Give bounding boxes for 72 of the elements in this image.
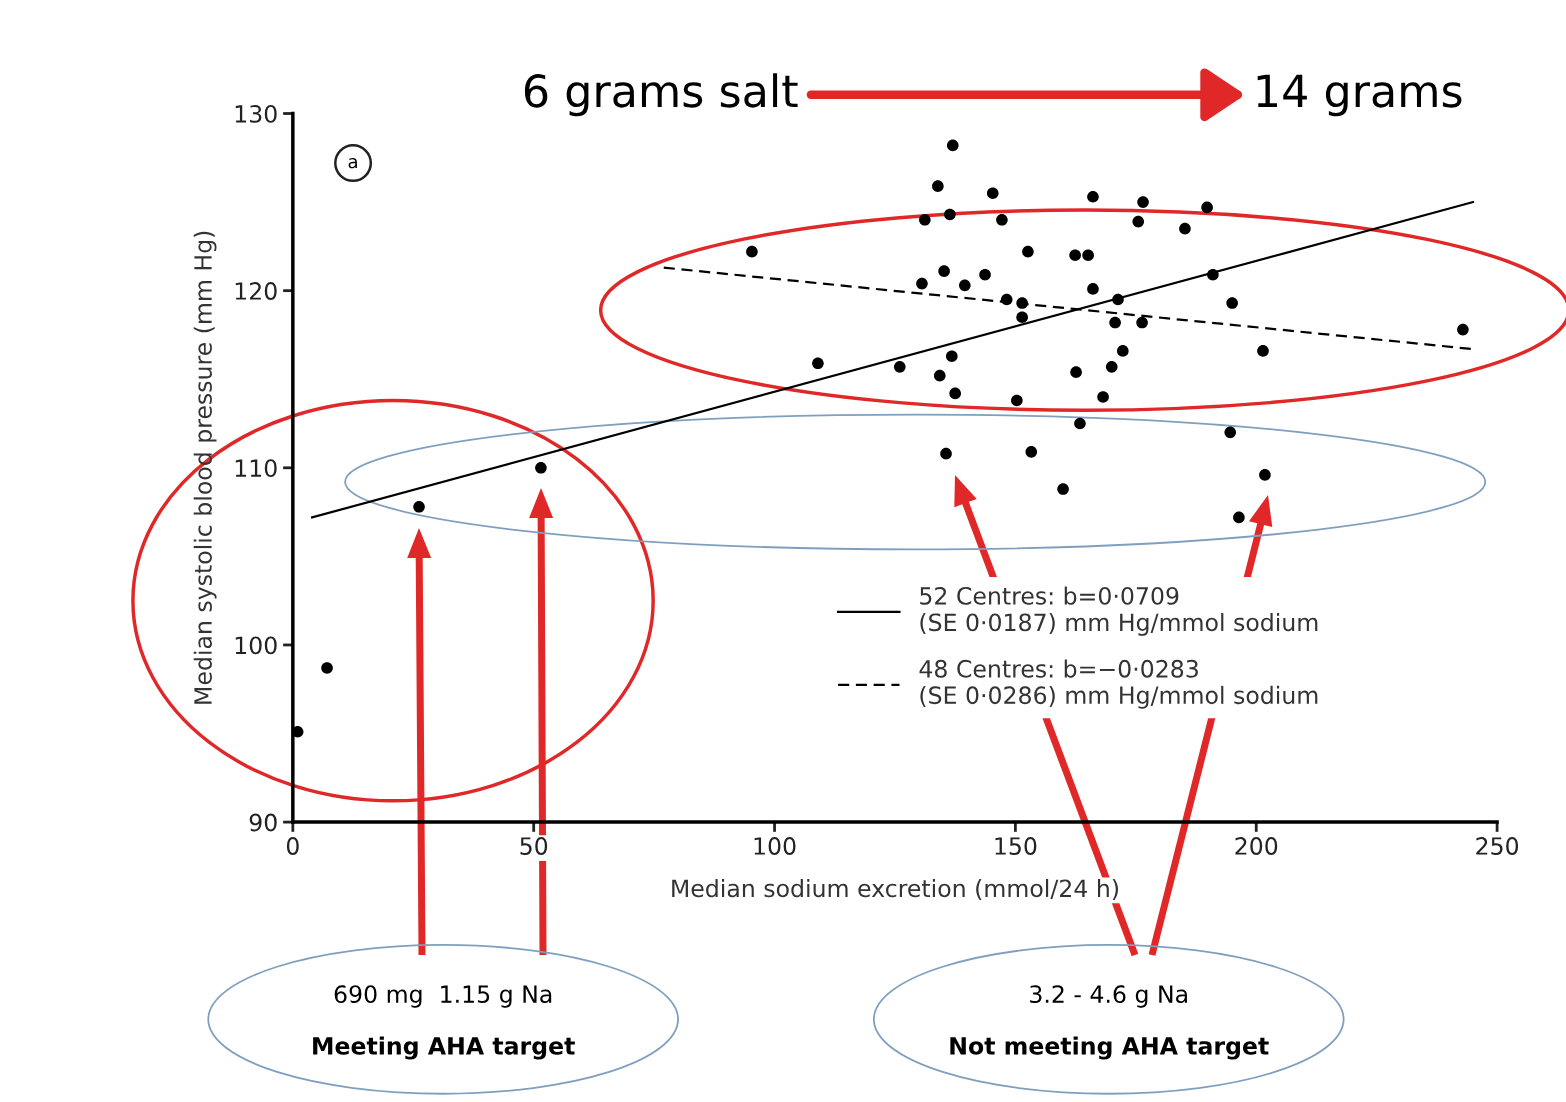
x-tick-label: 50 (520, 837, 548, 855)
point (1057, 483, 1069, 495)
point (946, 350, 958, 363)
y-tick-label: 120 (235, 282, 277, 300)
point (1259, 469, 1271, 481)
text: 3.2 - 4.6 g Na (1030, 985, 1187, 1008)
point (986, 187, 999, 200)
point (919, 213, 931, 226)
point (1224, 426, 1237, 439)
point (1117, 345, 1129, 357)
point (1233, 511, 1245, 524)
point (996, 213, 1008, 226)
point (959, 279, 971, 292)
legend-label: 52 Centres: b=0·0709 (SE 0·0187) mm Hg/mmol sodium (920, 586, 1318, 636)
x-tick-label: 150 (995, 837, 1037, 855)
point (1074, 417, 1086, 430)
point (1109, 316, 1121, 329)
x-tick-label: 0 (286, 837, 299, 855)
point (893, 361, 906, 373)
annotation: 6 grams salt (524, 73, 798, 117)
point (746, 245, 758, 258)
annotation: a (348, 157, 357, 169)
point (933, 369, 946, 382)
point (1016, 311, 1028, 324)
point (979, 268, 991, 281)
point (1000, 293, 1013, 306)
x-tick-label: 200 (1235, 837, 1278, 855)
point (946, 139, 959, 152)
point (1105, 361, 1118, 373)
point (321, 662, 333, 674)
y-axis-title: Median systolic blood pressure (mm Hg) (193, 231, 217, 704)
x-axis-title: Median sodium excretion (mmol/24 h) (672, 878, 1119, 901)
text: Meeting AHA target (313, 1036, 575, 1060)
point (1457, 323, 1469, 336)
point (535, 461, 547, 474)
point (1022, 245, 1034, 258)
point (1137, 196, 1149, 208)
annotation: 14 grams (1257, 74, 1462, 117)
point (944, 208, 956, 221)
point (949, 387, 961, 400)
legend-label: 48 Centres: b=−0·0283 (SE 0·0286) mm Hg/mmol sodium (919, 659, 1318, 709)
point (1179, 222, 1191, 235)
point (812, 357, 824, 370)
point (1201, 201, 1213, 214)
point (1069, 249, 1081, 262)
point (1070, 366, 1082, 378)
y-tick-label: 130 (235, 104, 277, 123)
point (1025, 446, 1038, 458)
point (413, 500, 425, 513)
point (1016, 297, 1028, 309)
point (1132, 215, 1145, 228)
point (1207, 268, 1219, 281)
point (1087, 190, 1099, 203)
point (1136, 316, 1148, 329)
point (1082, 249, 1094, 262)
y-tick-label: 90 (249, 813, 277, 832)
point (916, 277, 928, 290)
text: Not meeting AHA target (950, 1036, 1269, 1060)
y-tick-label: 110 (235, 459, 277, 478)
point (1226, 297, 1238, 309)
point (1257, 345, 1269, 357)
point (1112, 293, 1124, 306)
point (1097, 391, 1109, 403)
text: 690 mg 1.15 g Na (334, 985, 552, 1008)
point (1011, 394, 1023, 407)
x-tick-label: 100 (754, 837, 796, 855)
point (940, 447, 952, 460)
x-tick-label: 250 (1476, 837, 1519, 855)
point (932, 180, 944, 192)
y-tick-label: 100 (235, 636, 277, 655)
point (938, 265, 950, 277)
point (1087, 283, 1099, 295)
